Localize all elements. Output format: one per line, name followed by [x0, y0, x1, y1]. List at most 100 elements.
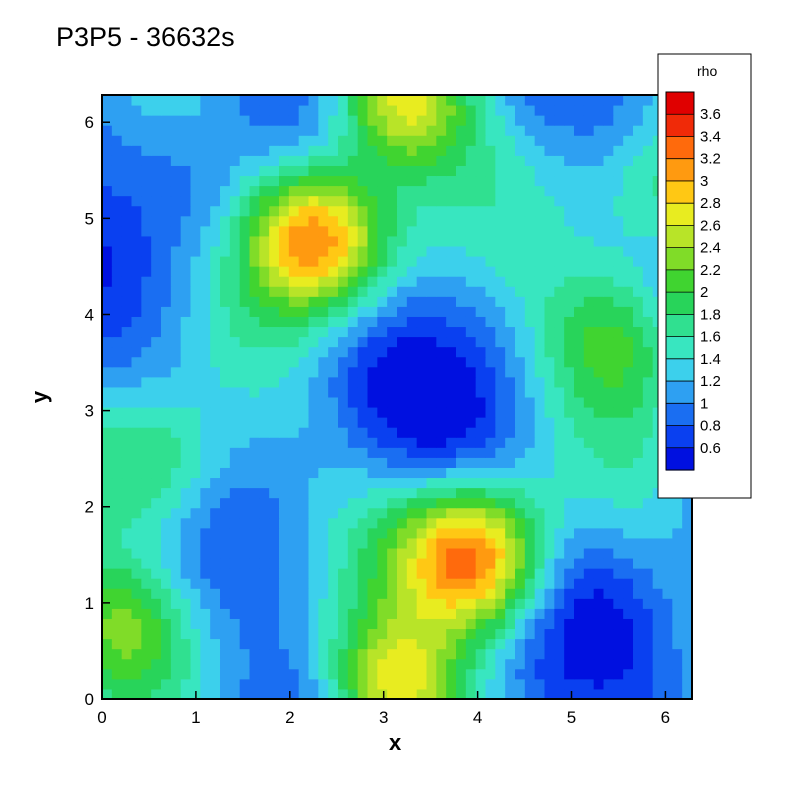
density-cell — [239, 537, 250, 549]
density-cell — [593, 115, 604, 126]
density-cell — [269, 568, 280, 579]
density-cell — [288, 376, 300, 388]
density-cell — [161, 568, 172, 579]
density-cell — [623, 105, 634, 116]
density-cell — [269, 316, 280, 328]
density-cell — [436, 688, 447, 699]
density-cell — [161, 165, 172, 177]
density-cell — [495, 376, 506, 388]
density-cell — [328, 608, 339, 619]
density-cell — [682, 578, 692, 589]
density-cell — [170, 346, 182, 358]
density-cell — [583, 336, 595, 348]
density-cell — [239, 477, 250, 489]
density-cell — [141, 155, 152, 166]
density-cell — [102, 215, 113, 227]
density-cell — [259, 568, 270, 579]
density-cell — [367, 558, 378, 569]
density-cell — [269, 537, 280, 549]
density-cell — [111, 628, 123, 640]
density-cell — [583, 668, 595, 680]
density-cell — [436, 225, 447, 237]
density-cell — [249, 678, 260, 690]
density-cell — [190, 316, 201, 328]
density-cell — [308, 306, 319, 317]
density-cell — [505, 517, 516, 529]
density-cell — [367, 407, 378, 418]
density-cell — [642, 668, 654, 680]
density-cell — [180, 205, 191, 217]
density-cell — [672, 658, 683, 670]
density-cell — [593, 608, 604, 619]
density-cell — [347, 578, 359, 589]
density-cell — [318, 105, 329, 116]
density-cell — [426, 125, 437, 136]
density-cell — [613, 286, 624, 297]
density-cell — [269, 507, 280, 519]
density-cell — [397, 548, 408, 559]
density-cell — [318, 256, 329, 267]
density-cell — [318, 477, 329, 489]
density-cell — [564, 225, 575, 237]
density-cell — [111, 397, 123, 408]
density-cell — [554, 467, 565, 479]
density-cell — [200, 678, 211, 690]
density-cell — [288, 145, 300, 156]
density-cell — [554, 366, 565, 378]
density-cell — [613, 437, 624, 448]
density-cell — [200, 115, 211, 126]
density-cell — [210, 286, 221, 297]
density-cell — [642, 457, 654, 468]
density-cell — [318, 397, 329, 408]
density-cell — [387, 668, 398, 680]
density-cell — [210, 457, 221, 468]
density-cell — [141, 386, 152, 398]
density-cell — [387, 346, 398, 358]
density-cell — [161, 366, 172, 378]
density-cell — [151, 246, 162, 257]
density-cell — [642, 356, 654, 368]
density-cell — [416, 135, 427, 146]
legend-label: 0.6 — [700, 440, 721, 457]
density-cell — [583, 537, 595, 549]
density-cell — [377, 316, 388, 328]
density-cell — [397, 386, 408, 398]
density-cell — [495, 215, 506, 227]
density-cell — [495, 487, 506, 499]
density-cell — [623, 306, 634, 317]
density-cell — [259, 477, 270, 489]
density-cell — [652, 668, 663, 680]
density-cell — [436, 386, 447, 398]
density-cell — [170, 175, 182, 187]
density-cell — [102, 115, 113, 126]
density-cell — [456, 366, 467, 378]
density-cell — [652, 678, 663, 690]
density-cell — [229, 306, 241, 317]
density-cell — [259, 638, 270, 650]
density-cell — [495, 417, 506, 428]
density-cell — [623, 266, 634, 277]
density-cell — [603, 427, 614, 438]
density-cell — [642, 185, 654, 197]
density-cell — [259, 225, 270, 237]
density-cell — [131, 678, 142, 690]
density-cell — [161, 447, 172, 458]
density-cell — [347, 437, 359, 448]
density-cell — [239, 195, 250, 207]
density-cell — [180, 477, 191, 489]
density-cell — [633, 306, 644, 317]
density-cell — [495, 578, 506, 589]
density-cell — [515, 678, 526, 690]
density-cell — [495, 175, 506, 187]
density-cell — [436, 346, 447, 358]
density-cell — [613, 517, 624, 529]
density-cell — [524, 105, 536, 116]
density-cell — [465, 548, 477, 559]
density-cell — [249, 185, 260, 197]
density-cell — [397, 346, 408, 358]
density-cell — [515, 688, 526, 699]
density-cell — [583, 497, 595, 509]
density-cell — [338, 618, 349, 630]
density-cell — [377, 688, 388, 699]
density-cell — [515, 658, 526, 670]
